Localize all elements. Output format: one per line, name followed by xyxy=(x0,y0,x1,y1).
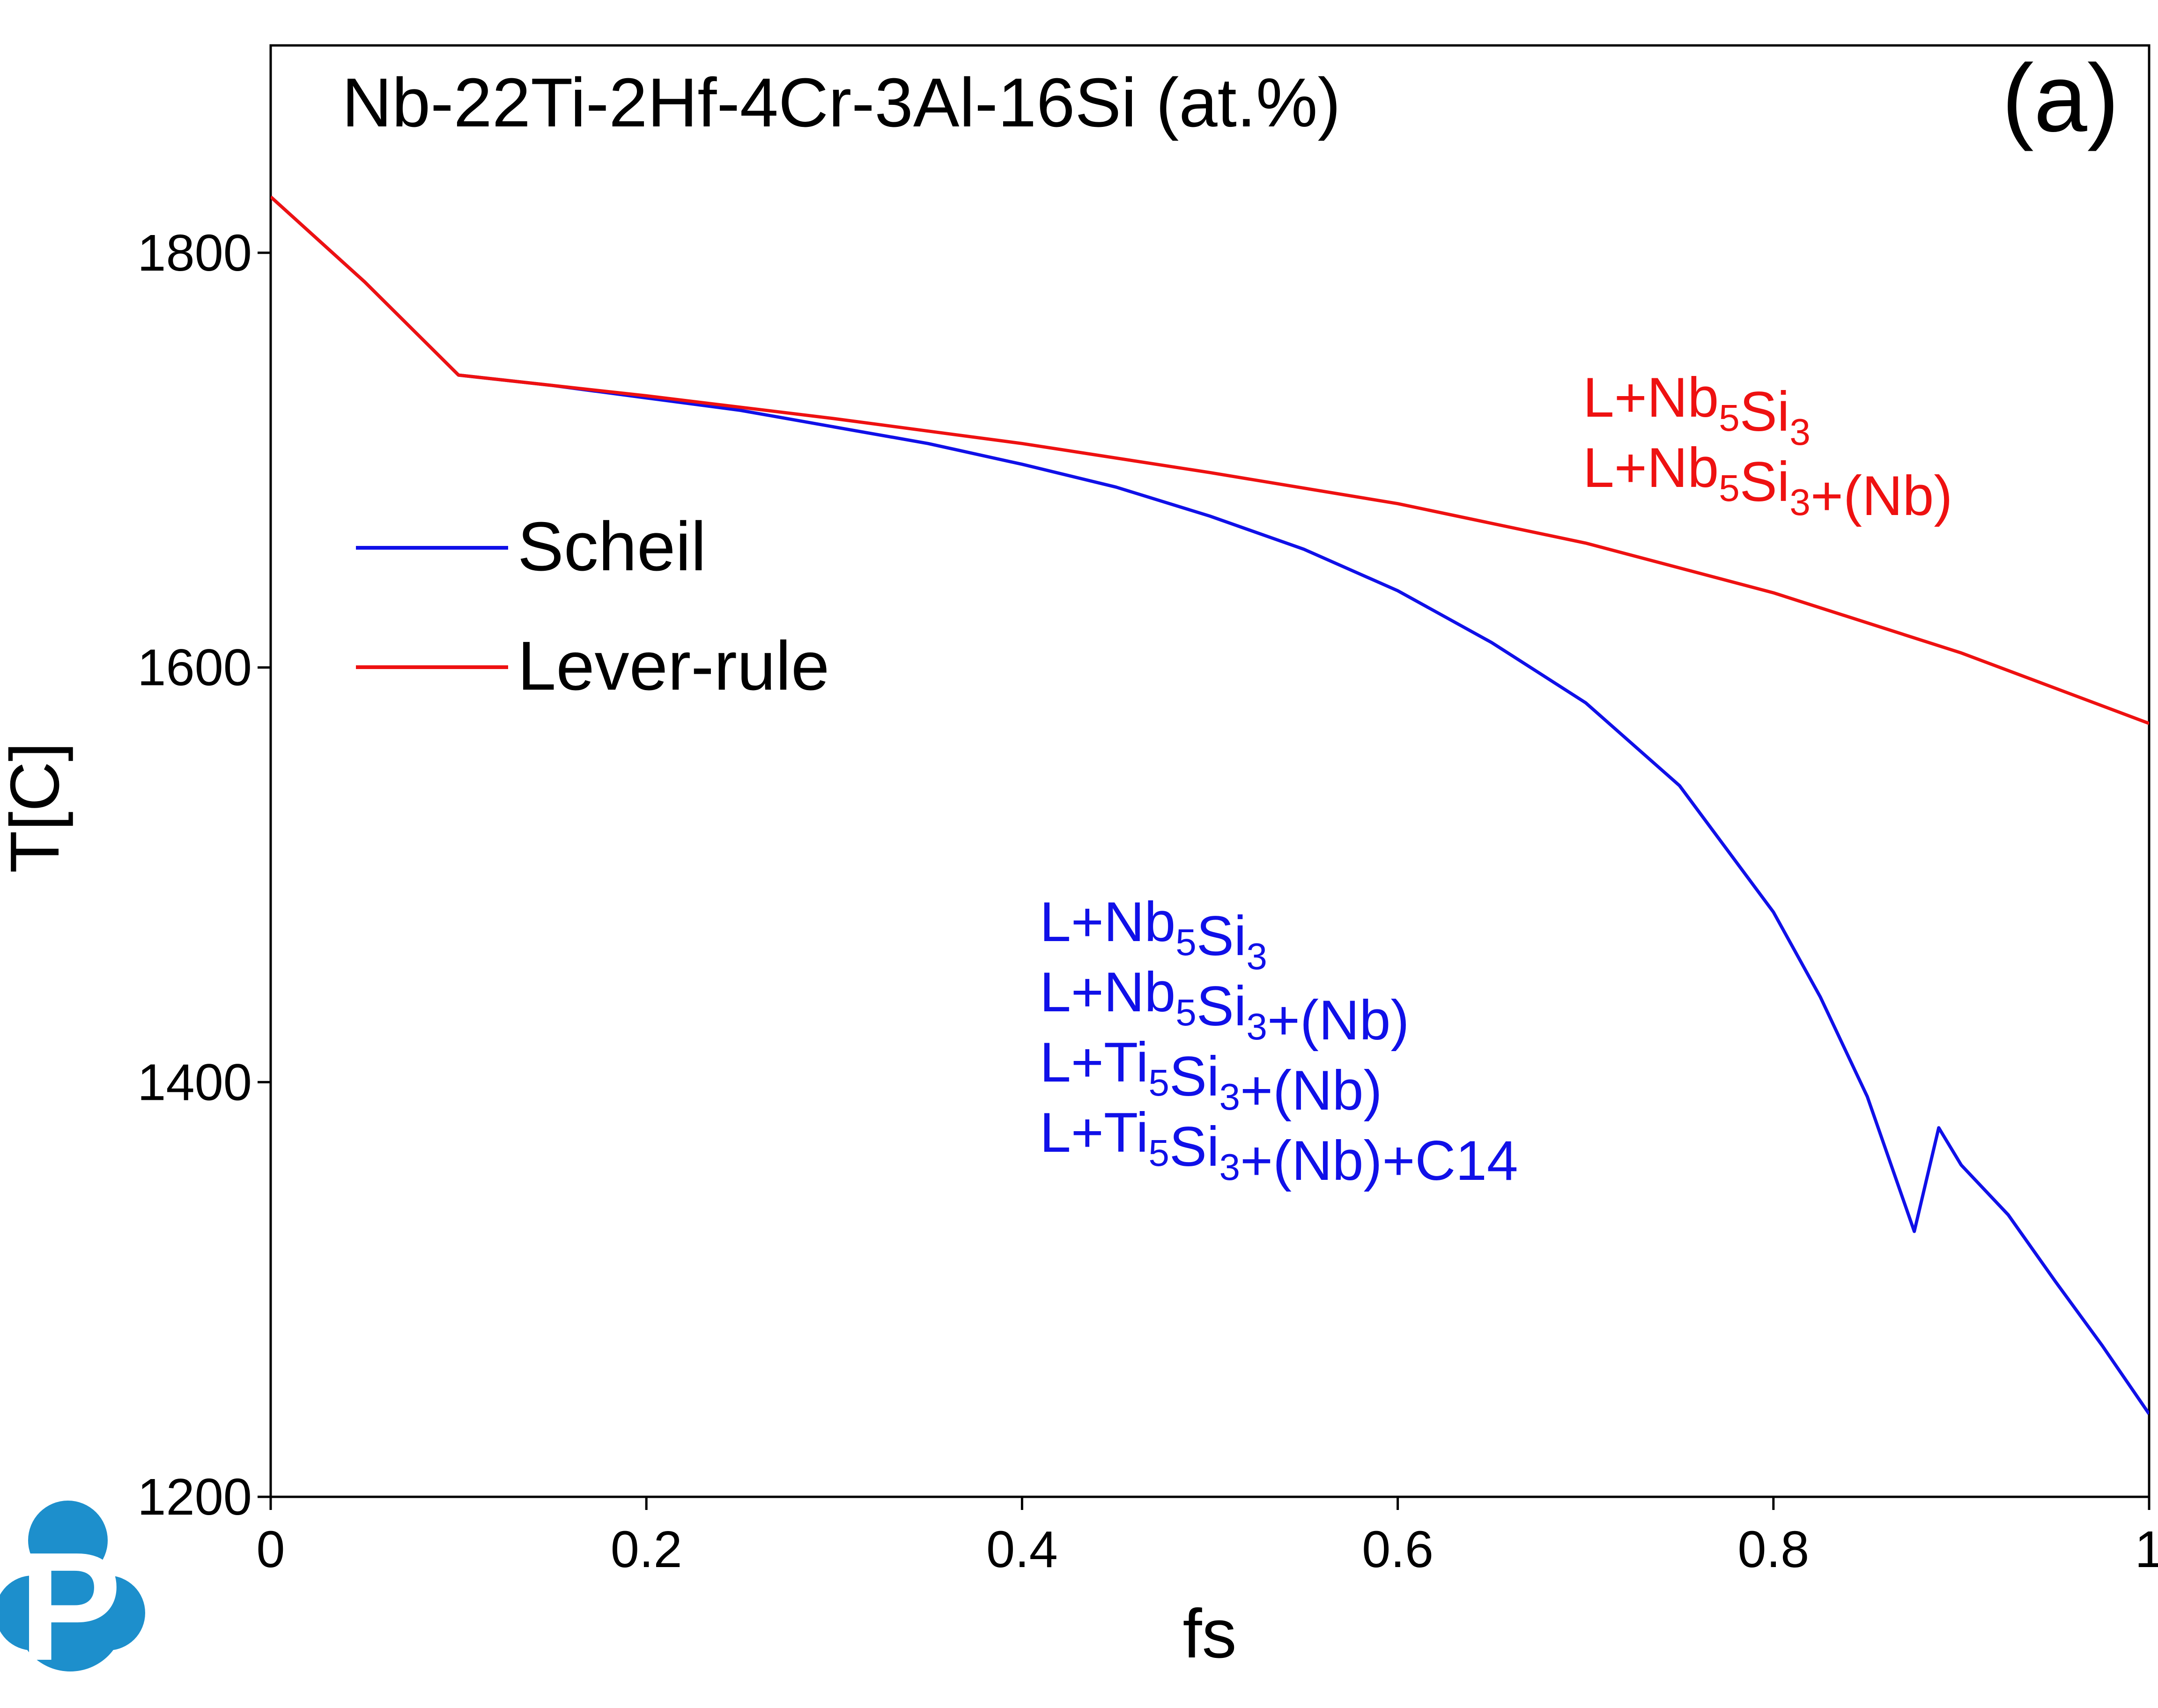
annotation-line: L+Ti5Si3+(Nb) xyxy=(1040,1031,1382,1122)
y-tick-label: 1800 xyxy=(137,224,252,282)
legend: Scheil Lever-rule xyxy=(356,508,829,705)
annotation-line: L+Nb5Si3 xyxy=(1040,891,1267,977)
legend-label-scheil: Scheil xyxy=(517,508,706,585)
y-tick-label: 1600 xyxy=(137,639,252,697)
x-tick-label: 0 xyxy=(256,1521,285,1578)
plot-frame xyxy=(269,44,2151,1498)
legend-label-lever-rule: Lever-rule xyxy=(517,627,829,705)
x-axis: 0 0.2 0.4 0.6 0.8 1 xyxy=(256,1497,2158,1578)
annotation-line: L+Nb5Si3 xyxy=(1583,366,1811,453)
x-tick-label: 0.8 xyxy=(1737,1521,1809,1578)
panel-label: (a) xyxy=(2002,44,2119,152)
y-axis-label: T[C] xyxy=(0,742,74,873)
annotation-line: L+Ti5Si3+(Nb)+C14 xyxy=(1040,1101,1518,1192)
logo-letter: P xyxy=(19,1520,122,1693)
y-axis: 1200 1400 1600 1800 xyxy=(137,224,271,1526)
series-layer xyxy=(271,195,2149,1415)
annotation-line: L+Nb5Si3+(Nb) xyxy=(1583,436,1952,527)
x-axis-label: fs xyxy=(1182,1595,1236,1672)
annotation-line: L+Nb5Si3+(Nb) xyxy=(1040,961,1409,1052)
series-line-lever-rule xyxy=(271,195,2149,725)
y-tick-label: 1200 xyxy=(137,1468,252,1526)
x-tick-label: 0.2 xyxy=(611,1521,682,1578)
x-tick-label: 1 xyxy=(2135,1521,2158,1578)
x-tick-label: 0.6 xyxy=(1362,1521,1434,1578)
cloud-p-logo-icon: P xyxy=(0,1501,145,1693)
series-line-scheil xyxy=(271,195,2149,1415)
scheil-phase-annotation: L+Nb5Si3L+Nb5Si3+(Nb)L+Ti5Si3+(Nb)L+Ti5S… xyxy=(1040,891,1518,1192)
x-tick-label: 0.4 xyxy=(986,1521,1058,1578)
y-tick-label: 1400 xyxy=(137,1053,252,1111)
chart-title: Nb-22Ti-2Hf-4Cr-3Al-16Si (at.%) xyxy=(342,64,1341,141)
